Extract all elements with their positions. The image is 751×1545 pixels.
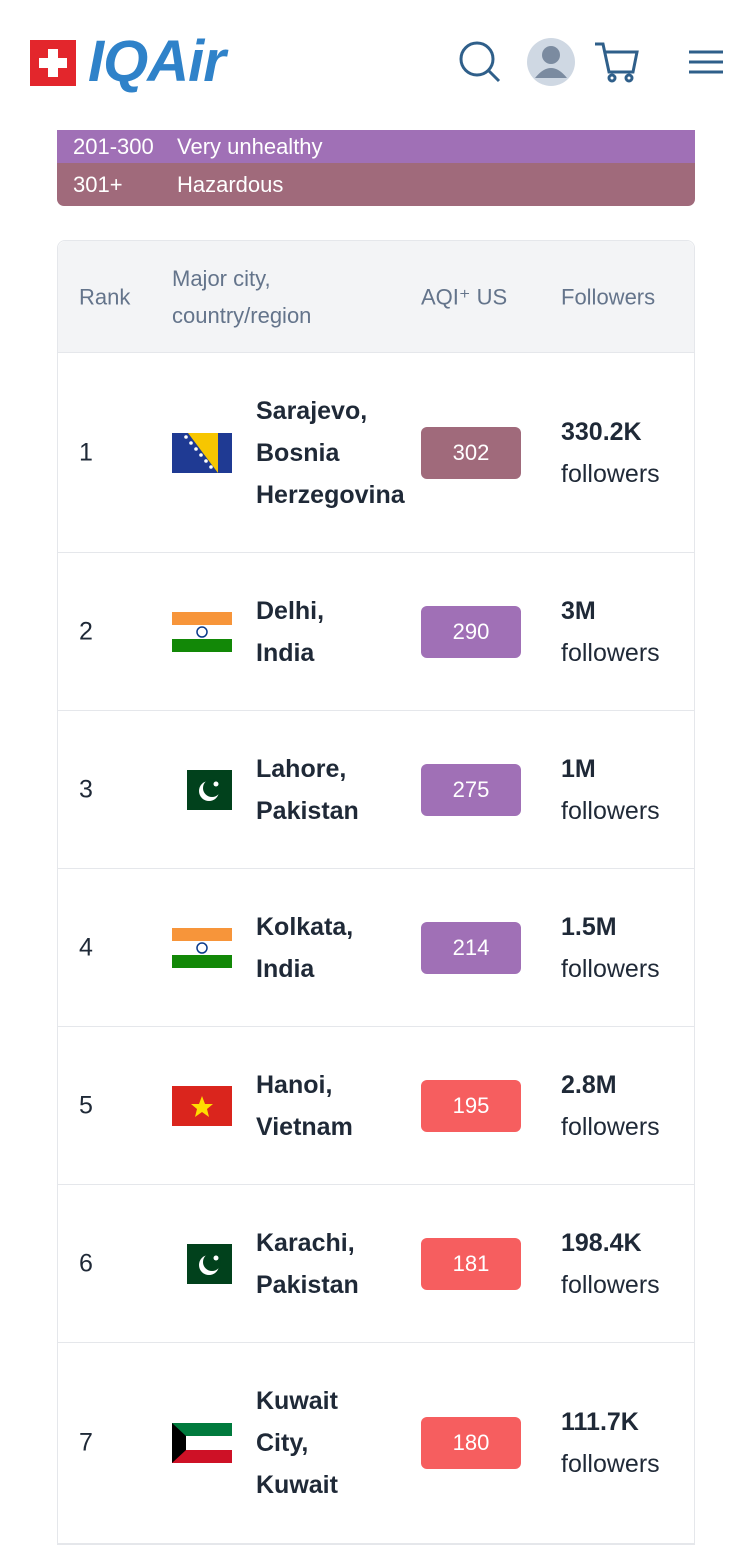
aqi-badge: 290 xyxy=(421,605,521,658)
followers-label: followers xyxy=(561,1450,660,1478)
city-line: City, xyxy=(256,1429,309,1457)
flag xyxy=(172,927,232,968)
city-line: Herzegovina xyxy=(256,480,405,509)
city: Hanoi, Vietnam xyxy=(256,1064,353,1148)
city-line: Vietnam xyxy=(256,1112,353,1141)
city-line: Karachi, xyxy=(256,1228,355,1257)
followers: 1.5M followers xyxy=(561,906,660,990)
table-body: 1 Sarajevo, Bosnia Herzegovina 302 330.2K foll… xyxy=(58,353,694,1544)
flag xyxy=(172,1423,232,1463)
rank: 5 xyxy=(79,1091,93,1119)
city-line: Bosnia xyxy=(256,438,340,467)
col-header: Rank xyxy=(79,284,131,309)
followers-label: followers xyxy=(561,459,660,488)
followers: 1M followers xyxy=(561,748,660,832)
rank: 2 xyxy=(79,617,93,645)
aqi-level: Very unhealthy xyxy=(177,133,323,159)
city-line: Kuwait xyxy=(256,1387,338,1415)
rank: 1 xyxy=(79,438,93,466)
flag xyxy=(187,1243,232,1284)
flag xyxy=(172,611,232,652)
followers: 111.7K followers xyxy=(561,1401,660,1485)
city-line: India xyxy=(256,954,315,983)
aqi-badge: 195 xyxy=(421,1079,521,1132)
followers-count: 330.2K xyxy=(561,417,642,446)
aqi-badge: 180 xyxy=(421,1417,521,1469)
followers: 198.4K followers xyxy=(561,1222,660,1306)
rank: 6 xyxy=(79,1249,93,1277)
logo-icon xyxy=(30,40,76,86)
city: Sarajevo, Bosnia Herzegovina xyxy=(256,390,405,516)
followers: 330.2K followers xyxy=(561,411,660,495)
col-header-line: country/region xyxy=(172,302,312,328)
city: Kolkata, India xyxy=(256,906,353,990)
table-row: 1 Sarajevo, Bosnia Herzegovina 302 330.2K foll… xyxy=(58,353,694,553)
city: Karachi, Pakistan xyxy=(256,1222,359,1306)
logo[interactable]: IQAir xyxy=(88,29,226,94)
aqi-range: 301+ xyxy=(73,171,123,197)
col-header-line: Major city, xyxy=(172,265,271,291)
followers-count: 111.7K xyxy=(561,1408,639,1436)
table-row: 6 Karachi, Pakistan 181 198.4K followers xyxy=(58,1185,694,1343)
followers-label: followers xyxy=(561,954,660,983)
followers-count: 1M xyxy=(561,754,596,783)
city-line: Kolkata, xyxy=(256,912,354,941)
followers-label: followers xyxy=(561,1112,660,1141)
followers-count: 2.8M xyxy=(561,1070,617,1099)
col-header: Major city, country/region xyxy=(172,260,311,334)
city: Lahore, Pakistan xyxy=(256,748,359,832)
flag xyxy=(172,432,232,473)
table-header: Rank Major city, country/region AQI⁺ US F… xyxy=(58,241,694,353)
aqi-level: Hazardous xyxy=(177,171,284,197)
col-header: AQI⁺ US xyxy=(421,284,508,309)
flag xyxy=(172,1085,232,1126)
city-line: Pakistan xyxy=(256,1270,359,1299)
aqi-badge: 214 xyxy=(421,921,521,974)
followers-label: followers xyxy=(561,796,660,825)
followers-label: followers xyxy=(561,1270,660,1299)
avatar[interactable] xyxy=(527,38,575,86)
rank: 3 xyxy=(79,775,93,803)
legend-row: 201-300 Very unhealthy xyxy=(57,130,695,163)
followers-count: 1.5M xyxy=(561,912,617,941)
cart-icon[interactable] xyxy=(595,42,639,83)
city-line: Hanoi, xyxy=(256,1070,333,1099)
followers: 2.8M followers xyxy=(561,1064,660,1148)
city-line: Sarajevo, xyxy=(256,396,368,425)
table-row: 7 Kuwait City, Kuwait 180 111.7K followers xyxy=(58,1343,694,1544)
menu-icon[interactable] xyxy=(689,50,723,74)
city-line: Kuwait xyxy=(256,1471,338,1499)
city-line: Lahore, xyxy=(256,754,347,783)
followers: 3M followers xyxy=(561,590,660,674)
aqi-badge: 181 xyxy=(421,1237,521,1290)
nav-icons xyxy=(459,38,723,86)
aqi-range: 201-300 xyxy=(73,133,154,159)
flag xyxy=(187,769,232,810)
city: Delhi, India xyxy=(256,590,324,674)
city-line: Delhi, xyxy=(256,596,325,625)
search-icon[interactable] xyxy=(459,41,501,83)
table-row: 5 Hanoi, Vietnam 195 2.8M followers xyxy=(58,1027,694,1185)
rank: 4 xyxy=(79,933,93,961)
rank: 7 xyxy=(79,1428,93,1457)
table-row: 4 Kolkata, India 214 1.5M followers xyxy=(58,869,694,1027)
followers-count: 198.4K xyxy=(561,1228,642,1257)
followers-label: followers xyxy=(561,638,660,667)
aqi-badge: 275 xyxy=(421,763,521,816)
table-row: 2 Delhi, India 290 3M followers xyxy=(58,553,694,711)
table-row: 3 Lahore, Pakistan 275 1M followers xyxy=(58,711,694,869)
followers-count: 3M xyxy=(561,596,596,625)
city: Kuwait City, Kuwait xyxy=(256,1380,338,1506)
aqi-badge: 302 xyxy=(421,426,521,479)
legend-row: 301+ Hazardous xyxy=(57,163,695,206)
city-line: Pakistan xyxy=(256,796,359,825)
city-line: India xyxy=(256,638,315,667)
col-header: Followers xyxy=(561,284,656,309)
ranking-table: Rank Major city, country/region AQI⁺ US F… xyxy=(57,240,695,1545)
